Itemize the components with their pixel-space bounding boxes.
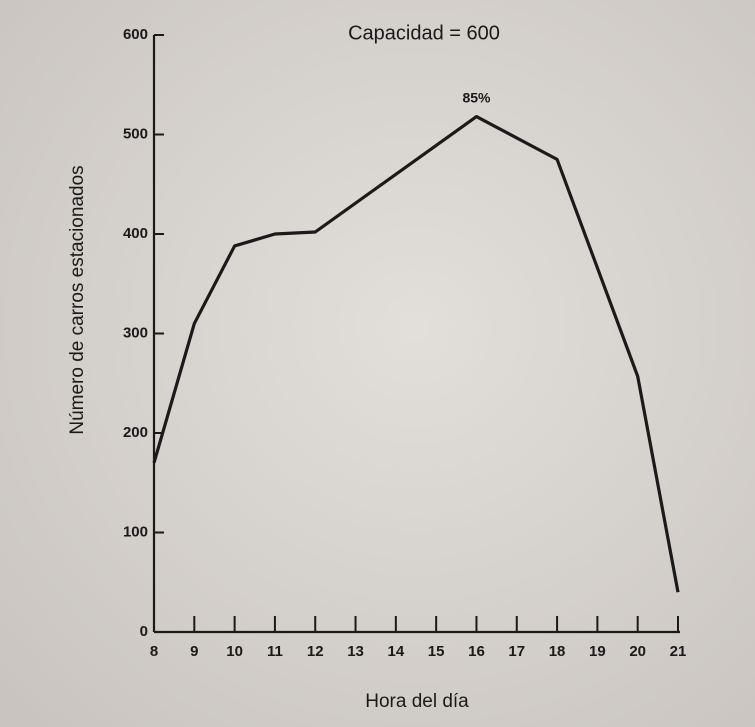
x-tick-label: 11 <box>267 643 283 660</box>
x-tick-label: 17 <box>508 643 525 660</box>
y-tick-label: 500 <box>123 125 148 142</box>
data-line <box>152 114 680 593</box>
x-tick-label: 10 <box>226 643 243 660</box>
y-tick-label: 200 <box>123 424 148 441</box>
y-tick-label: 100 <box>123 523 148 540</box>
x-tick-label: 12 <box>307 643 324 660</box>
chart-title: Capacidad = 600 <box>348 22 500 44</box>
x-tick-label: 14 <box>388 643 405 660</box>
y-tick-label: 400 <box>123 225 148 242</box>
x-tick-label: 16 <box>468 643 485 660</box>
x-tick-label: 21 <box>670 643 687 660</box>
x-axis-title: Hora del día <box>365 691 469 712</box>
x-tick-label: 15 <box>428 643 445 660</box>
y-tick-label: 600 <box>123 26 148 43</box>
x-tick-label: 19 <box>589 643 606 660</box>
x-tick-label: 9 <box>190 643 198 660</box>
x-tick-label: 20 <box>629 643 646 660</box>
y-tick-label: 0 <box>140 623 148 640</box>
y-tick-label: 300 <box>123 324 148 341</box>
x-tick-label: 8 <box>150 643 158 660</box>
x-tick-label: 18 <box>549 643 566 660</box>
x-tick-label: 13 <box>347 643 364 660</box>
annotation: 85% <box>462 89 491 105</box>
y-axis-title: Número de carros estacionados <box>67 165 88 434</box>
